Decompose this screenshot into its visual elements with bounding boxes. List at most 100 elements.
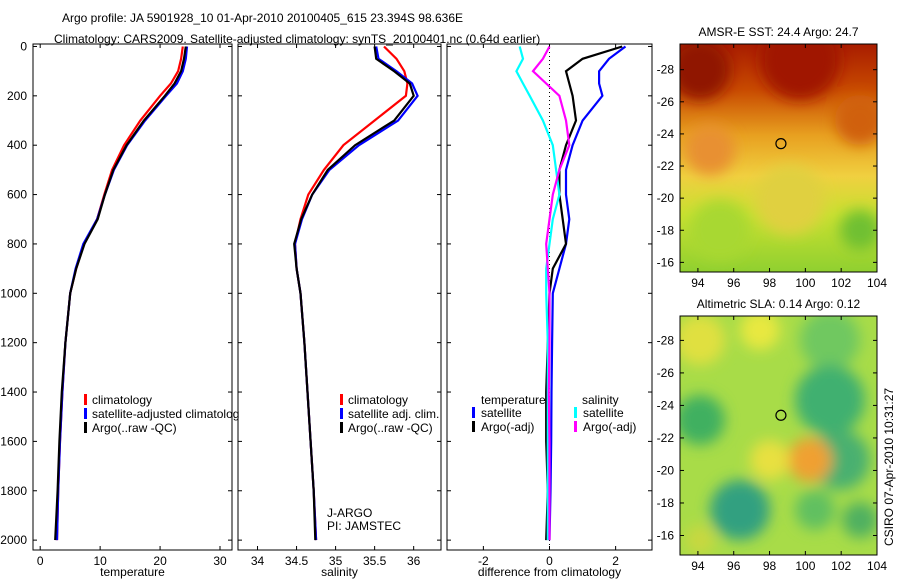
argo-location-marker <box>775 409 787 421</box>
pi-annotation: J-ARGO <box>327 506 372 520</box>
map-image <box>680 316 877 555</box>
map-title: AMSR-E SST: 24.4 Argo: 24.7 <box>698 25 858 39</box>
series-line-temperature-satellite <box>548 45 627 541</box>
sla-map: 94 96 98 100 102 104 -16 -18 -20 -22 -24 -26 -28 Alti… <box>657 297 888 573</box>
y-tick-label: -16 <box>657 255 675 269</box>
x-tick-label: 10 <box>93 554 107 568</box>
footer-timestamp: CSIRO 07-Apr-2010 10:31:27 <box>882 388 896 546</box>
x-tick-label: 34.5 <box>285 554 309 568</box>
x-tick-label: -2 <box>478 554 489 568</box>
sla-blob <box>680 395 725 445</box>
title-line-2: Climatology: CARS2009. Satellite-adjuste… <box>54 32 540 46</box>
x-tick-label: 0 <box>37 554 44 568</box>
x-axis-label: temperature <box>100 565 165 579</box>
y-tick-label: -16 <box>657 528 675 542</box>
x-tick-label: 102 <box>831 559 851 573</box>
series-line-satellite-adj-clim- <box>293 46 419 541</box>
legend-header: temperature <box>481 393 546 407</box>
sst-blob <box>760 44 840 100</box>
x-tick-label: 100 <box>795 276 815 290</box>
legend-label: Argo(-adj) <box>481 420 534 434</box>
x-tick-label: 98 <box>763 559 777 573</box>
argo-location-marker <box>775 138 787 150</box>
sst-blob <box>690 200 750 260</box>
sla-blob <box>750 440 790 480</box>
x-tick-label: 0 <box>546 554 553 568</box>
x-tick-label: 104 <box>867 559 887 573</box>
y-tick-label: -26 <box>657 366 675 380</box>
legend-header: salinity <box>582 393 619 407</box>
x-tick-label: 2 <box>612 554 619 568</box>
series-line-temperature-argo-adj- <box>545 45 623 541</box>
title-line-1: Argo profile: JA 5901928_10 01-Apr-2010 … <box>62 11 463 25</box>
x-tick-label: 94 <box>691 559 705 573</box>
sst-blob <box>680 44 730 100</box>
pi-annotation: PI: JAMSTEC <box>327 519 401 533</box>
sla-blob <box>680 316 725 365</box>
sla-blob <box>800 316 860 370</box>
legend-swatch <box>472 407 475 418</box>
y-tick-label: 200 <box>7 89 27 103</box>
profile-panel-2: 34 34.5 35 35.5 36 salinity climatologysatelli… <box>237 43 442 579</box>
legend-swatch <box>84 422 87 433</box>
map-frame <box>679 43 878 273</box>
x-tick-label: 94 <box>691 276 705 290</box>
x-tick-label: 102 <box>831 276 851 290</box>
legend-swatch <box>340 408 343 419</box>
y-tick-label: -22 <box>657 159 675 173</box>
sst-blob <box>840 210 877 250</box>
series-line-salinity-argo-adj- <box>531 45 571 541</box>
y-tick-label: -20 <box>657 191 675 205</box>
x-tick-label: 100 <box>795 559 815 573</box>
x-tick-label: 35 <box>329 554 343 568</box>
series-line-salinity-satellite <box>515 46 561 541</box>
plot-frame <box>237 43 442 551</box>
series-line-argo-raw-qc- <box>293 46 415 541</box>
x-tick-label: 20 <box>153 554 167 568</box>
x-tick-label: 96 <box>727 559 741 573</box>
y-tick-label: 1800 <box>0 484 27 498</box>
sla-blob <box>740 316 780 350</box>
sla-blob <box>685 525 715 555</box>
x-axis-label: difference from climatology <box>478 565 621 579</box>
y-tick-label: 600 <box>7 188 27 202</box>
legend-swatch <box>84 394 87 405</box>
legend-swatch <box>340 422 343 433</box>
sla-blob <box>795 365 865 435</box>
legend-label: Argo(..raw -QC) <box>348 421 433 435</box>
legend-swatch <box>84 408 87 419</box>
series-line-climatology <box>55 46 184 541</box>
legend-swatch <box>574 421 577 432</box>
sst-blob <box>685 125 735 175</box>
y-tick-label: 1200 <box>0 336 27 350</box>
y-tick-label: -20 <box>657 463 675 477</box>
x-tick-label: 34 <box>251 554 265 568</box>
x-tick-label: 35.5 <box>363 554 387 568</box>
legend-label: Argo(..raw -QC) <box>92 421 177 435</box>
y-tick-label: 800 <box>7 237 27 251</box>
y-tick-label: -22 <box>657 431 675 445</box>
y-tick-label: -26 <box>657 95 675 109</box>
plot-frame <box>32 43 233 551</box>
map-image <box>680 44 877 272</box>
legend-label: satellite-adjusted climatolog <box>92 407 239 421</box>
sla-blob <box>788 438 832 482</box>
legend-label: satellite <box>583 406 624 420</box>
y-tick-label: -28 <box>657 333 675 347</box>
series-line-argo-raw-qc- <box>54 46 187 541</box>
x-axis-label: salinity <box>321 565 358 579</box>
x-tick-label: 36 <box>407 554 421 568</box>
sst-blob <box>835 95 877 145</box>
y-tick-label: -18 <box>657 496 675 510</box>
legend-label: satellite <box>481 406 522 420</box>
y-tick-label: 1400 <box>0 385 27 399</box>
x-tick-label: 96 <box>727 276 741 290</box>
x-tick-label: 98 <box>763 276 777 290</box>
sst-blob <box>755 165 825 235</box>
y-tick-label: -24 <box>657 127 675 141</box>
legend-label: satellite adj. clim. <box>348 407 439 421</box>
legend-label: Argo(-adj) <box>583 420 636 434</box>
plot-frame <box>446 43 653 551</box>
legend-swatch <box>472 421 475 432</box>
